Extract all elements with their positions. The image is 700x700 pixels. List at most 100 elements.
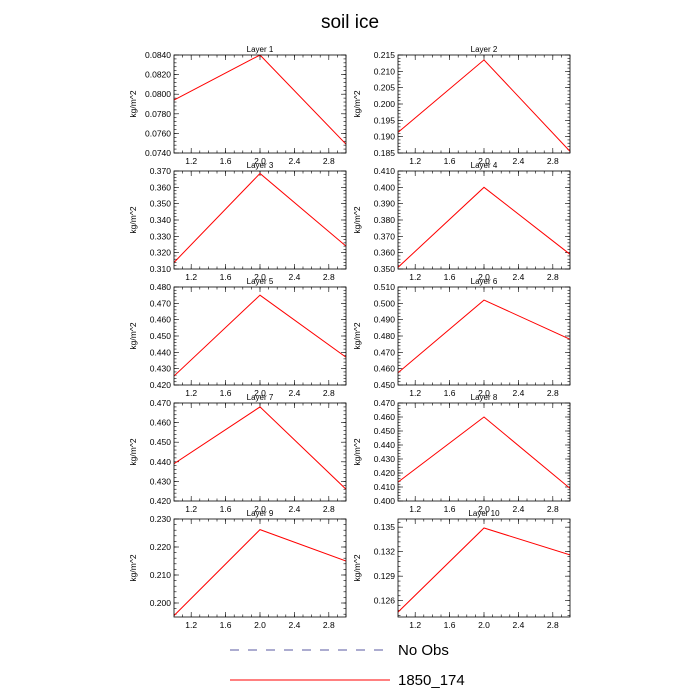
y-tick-label: 0.0820 bbox=[145, 70, 171, 80]
x-tick-label: 1.6 bbox=[444, 504, 456, 514]
panel-layer-1: Layer 1 kg/m^2 1.2 1.6 2.0 2.4 2.8 0.0740 0.0760… bbox=[128, 45, 347, 166]
y-axis-label: kg/m^2 bbox=[352, 322, 362, 349]
y-axis-label: kg/m^2 bbox=[352, 554, 362, 581]
y-tick-label: 0.135 bbox=[374, 522, 396, 532]
y-tick-label: 0.220 bbox=[150, 542, 172, 552]
y-tick-label: 0.390 bbox=[374, 199, 396, 209]
x-tick-label: 2.0 bbox=[254, 156, 266, 166]
x-tick-label: 1.2 bbox=[185, 156, 197, 166]
x-tick-label: 1.2 bbox=[185, 388, 197, 398]
y-tick-label: 0.340 bbox=[150, 215, 172, 225]
x-tick-label: 1.2 bbox=[409, 388, 421, 398]
y-tick-label: 0.380 bbox=[374, 215, 396, 225]
plot-frame bbox=[397, 286, 571, 386]
series-line-1 bbox=[398, 186, 570, 268]
series-line-1 bbox=[174, 294, 346, 377]
x-tick-label: 2.8 bbox=[323, 620, 335, 630]
y-tick-label: 0.370 bbox=[150, 166, 172, 176]
panel-title: Layer 4 bbox=[471, 161, 498, 170]
y-tick-label: 0.420 bbox=[150, 496, 172, 506]
y-tick-label: 0.410 bbox=[374, 166, 396, 176]
panel-title: Layer 5 bbox=[247, 277, 274, 286]
y-tick-label: 0.510 bbox=[374, 282, 396, 292]
panel-layer-2: Layer 2 kg/m^2 1.2 1.6 2.0 2.4 2.8 0.185 0.190 0.… bbox=[352, 45, 571, 166]
x-tick-label: 2.8 bbox=[323, 272, 335, 282]
y-tick-label: 0.195 bbox=[374, 115, 396, 125]
y-tick-label: 0.440 bbox=[374, 440, 396, 450]
legend-label: No Obs bbox=[398, 642, 449, 659]
y-tick-label: 0.460 bbox=[374, 412, 396, 422]
y-tick-label: 0.310 bbox=[150, 264, 172, 274]
plot-frame bbox=[173, 54, 347, 154]
x-tick-label: 1.2 bbox=[185, 272, 197, 282]
y-tick-label: 0.470 bbox=[150, 398, 172, 408]
x-tick-label: 2.0 bbox=[254, 620, 266, 630]
y-axis-label: kg/m^2 bbox=[128, 206, 138, 233]
legend-entry-1: No Obs bbox=[230, 642, 449, 659]
x-tick-label: 2.4 bbox=[288, 388, 300, 398]
panel-title: Layer 3 bbox=[247, 161, 274, 170]
y-tick-label: 0.129 bbox=[374, 571, 396, 581]
x-tick-label: 2.8 bbox=[547, 620, 559, 630]
x-tick-label: 2.4 bbox=[512, 156, 524, 166]
x-tick-label: 2.8 bbox=[323, 156, 335, 166]
y-tick-label: 0.400 bbox=[374, 496, 396, 506]
x-tick-label: 1.6 bbox=[220, 156, 232, 166]
x-tick-label: 2.8 bbox=[547, 272, 559, 282]
x-tick-label: 2.0 bbox=[478, 620, 490, 630]
x-tick-label: 2.0 bbox=[478, 504, 490, 514]
y-tick-label: 0.450 bbox=[150, 437, 172, 447]
panel-layer-10: Layer 10 kg/m^2 1.2 1.6 2.0 2.4 2.8 0.126 0.129 0… bbox=[352, 509, 571, 630]
plot-frame bbox=[397, 518, 571, 618]
y-tick-label: 0.360 bbox=[150, 182, 172, 192]
panel-layer-8: Layer 8 kg/m^2 1.2 1.6 2.0 2.4 2.8 0.400 0.410 0.… bbox=[352, 393, 571, 514]
y-axis-label: kg/m^2 bbox=[352, 438, 362, 465]
panel-layer-4: Layer 4 kg/m^2 1.2 1.6 2.0 2.4 2.8 0.350 0.360 0.… bbox=[352, 161, 571, 282]
y-tick-label: 0.420 bbox=[150, 380, 172, 390]
y-tick-label: 0.460 bbox=[374, 364, 396, 374]
y-tick-label: 0.460 bbox=[150, 315, 172, 325]
x-tick-label: 2.4 bbox=[512, 620, 524, 630]
y-tick-label: 0.215 bbox=[374, 50, 396, 60]
y-tick-label: 0.320 bbox=[150, 248, 172, 258]
y-tick-label: 0.490 bbox=[374, 315, 396, 325]
y-axis-label: kg/m^2 bbox=[128, 438, 138, 465]
series-line-1 bbox=[174, 406, 346, 490]
y-tick-label: 0.480 bbox=[150, 282, 172, 292]
y-axis-label: kg/m^2 bbox=[352, 206, 362, 233]
x-tick-label: 2.0 bbox=[478, 272, 490, 282]
y-axis-label: kg/m^2 bbox=[352, 90, 362, 117]
x-tick-label: 1.2 bbox=[409, 620, 421, 630]
panel-title: Layer 10 bbox=[468, 509, 500, 518]
y-tick-label: 0.210 bbox=[374, 66, 396, 76]
x-tick-label: 2.4 bbox=[288, 272, 300, 282]
series-line-1 bbox=[174, 529, 346, 616]
y-tick-label: 0.210 bbox=[150, 570, 172, 580]
y-tick-label: 0.330 bbox=[150, 231, 172, 241]
y-tick-label: 0.360 bbox=[374, 248, 396, 258]
x-tick-label: 2.4 bbox=[512, 272, 524, 282]
x-tick-label: 1.6 bbox=[220, 504, 232, 514]
y-tick-label: 0.190 bbox=[374, 132, 396, 142]
y-tick-label: 0.450 bbox=[374, 380, 396, 390]
x-tick-label: 2.4 bbox=[512, 388, 524, 398]
y-tick-label: 0.470 bbox=[150, 298, 172, 308]
x-tick-label: 1.2 bbox=[409, 156, 421, 166]
x-tick-label: 1.2 bbox=[185, 620, 197, 630]
y-tick-label: 0.185 bbox=[374, 148, 396, 158]
plot-frame bbox=[173, 518, 347, 618]
y-tick-label: 0.430 bbox=[374, 454, 396, 464]
series-line-1 bbox=[174, 172, 346, 263]
y-tick-label: 0.0740 bbox=[145, 148, 171, 158]
plot-frame bbox=[173, 170, 347, 270]
x-tick-label: 2.4 bbox=[288, 156, 300, 166]
y-tick-label: 0.480 bbox=[374, 331, 396, 341]
series-line-1 bbox=[398, 59, 570, 152]
y-tick-label: 0.370 bbox=[374, 231, 396, 241]
x-tick-label: 1.6 bbox=[220, 388, 232, 398]
series-line-1 bbox=[398, 416, 570, 489]
y-axis-label: kg/m^2 bbox=[128, 322, 138, 349]
plot-frame bbox=[397, 54, 571, 154]
y-tick-label: 0.410 bbox=[374, 482, 396, 492]
